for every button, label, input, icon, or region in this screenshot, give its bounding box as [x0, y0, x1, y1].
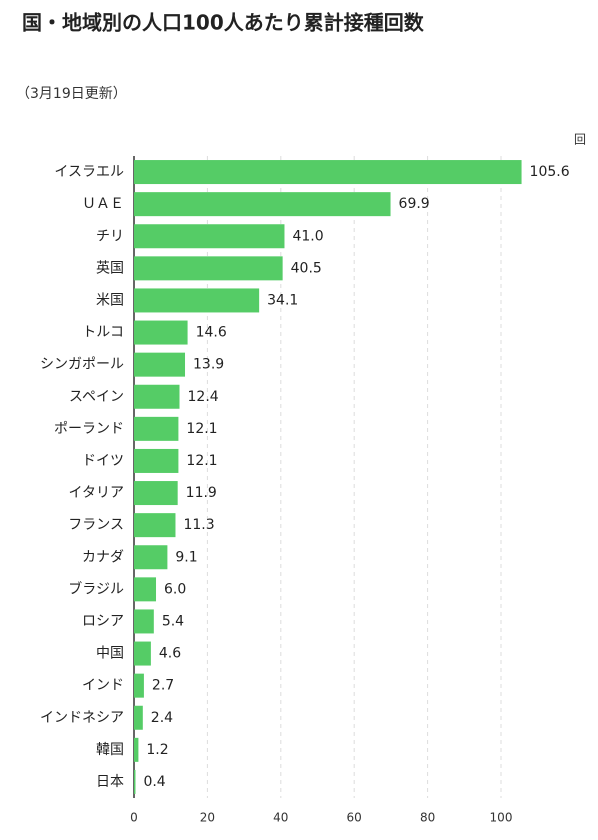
- chart-title: 国・地域別の人口100人あたり累計接種回数: [22, 11, 425, 35]
- bar: [134, 448, 179, 473]
- y-tick-label: ＵＡＥ: [82, 196, 124, 212]
- y-tick-label: トルコ: [82, 325, 124, 341]
- bar: [134, 673, 144, 698]
- y-tick-label: ドイツ: [82, 453, 124, 469]
- y-tick-label: インドネシア: [40, 710, 124, 726]
- x-tick-label: 40: [273, 811, 288, 825]
- value-label: 105.6: [530, 164, 570, 180]
- value-label: 9.1: [175, 549, 197, 565]
- value-label: 0.4: [143, 774, 165, 790]
- y-tick-label: チリ: [96, 228, 124, 244]
- y-tick-label: 日本: [96, 774, 124, 790]
- y-tick-label: カナダ: [82, 549, 124, 565]
- bar: [134, 513, 176, 538]
- value-label: 12.4: [188, 389, 219, 405]
- value-label: 34.1: [267, 292, 298, 308]
- bar: [134, 545, 168, 570]
- y-tick-label: 米国: [96, 292, 124, 308]
- value-label: 12.1: [186, 421, 217, 437]
- y-tick-label: 中国: [96, 646, 124, 662]
- value-label: 11.9: [186, 485, 217, 501]
- x-tick-label: 0: [130, 811, 138, 825]
- y-tick-label: シンガポール: [40, 357, 124, 373]
- y-tick-label: イタリア: [69, 485, 124, 501]
- value-label: 5.4: [162, 613, 184, 629]
- y-tick-label: インド: [82, 678, 124, 694]
- y-tick-label: ブラジル: [68, 580, 124, 597]
- y-tick-label: イスラエル: [54, 164, 124, 180]
- bar: [134, 769, 136, 794]
- bar: [134, 160, 522, 185]
- value-label: 2.7: [152, 678, 174, 694]
- bar: [134, 737, 139, 762]
- chart-subtitle: （3月19日更新）: [16, 86, 127, 102]
- value-label: 12.1: [186, 453, 217, 469]
- value-label: 40.5: [291, 260, 322, 276]
- bar: [134, 256, 283, 281]
- bar: [134, 192, 391, 217]
- x-tick-label: 20: [200, 811, 215, 825]
- value-label: 69.9: [399, 196, 430, 212]
- value-label: 41.0: [292, 228, 323, 244]
- y-tick-label: 韓国: [96, 742, 124, 758]
- bar: [134, 416, 179, 441]
- bar: [134, 384, 180, 409]
- value-label: 14.6: [196, 325, 227, 341]
- value-label: 1.2: [146, 742, 168, 758]
- bar: [134, 224, 285, 249]
- bar: [134, 481, 178, 506]
- x-tick-label: 80: [420, 811, 435, 825]
- value-label: 4.6: [159, 646, 181, 662]
- bar: [134, 320, 188, 345]
- value-label: 13.9: [193, 357, 224, 373]
- bar: [134, 288, 260, 313]
- value-label: 2.4: [151, 710, 173, 726]
- value-label: 6.0: [164, 581, 186, 597]
- bar: [134, 641, 151, 666]
- x-axis-label: 回: [574, 133, 586, 147]
- y-tick-label: ロシア: [82, 613, 124, 629]
- y-tick-label: 英国: [96, 259, 124, 276]
- bar: [134, 352, 186, 377]
- bar: [134, 705, 143, 730]
- x-tick-label: 60: [347, 811, 362, 825]
- y-tick-label: スペイン: [69, 389, 124, 405]
- bar: [134, 609, 154, 634]
- value-label: 11.3: [183, 517, 214, 533]
- y-tick-label: フランス: [68, 517, 124, 533]
- y-tick-label: ポーランド: [54, 421, 124, 437]
- bar: [134, 577, 157, 602]
- x-tick-label: 100: [490, 811, 513, 825]
